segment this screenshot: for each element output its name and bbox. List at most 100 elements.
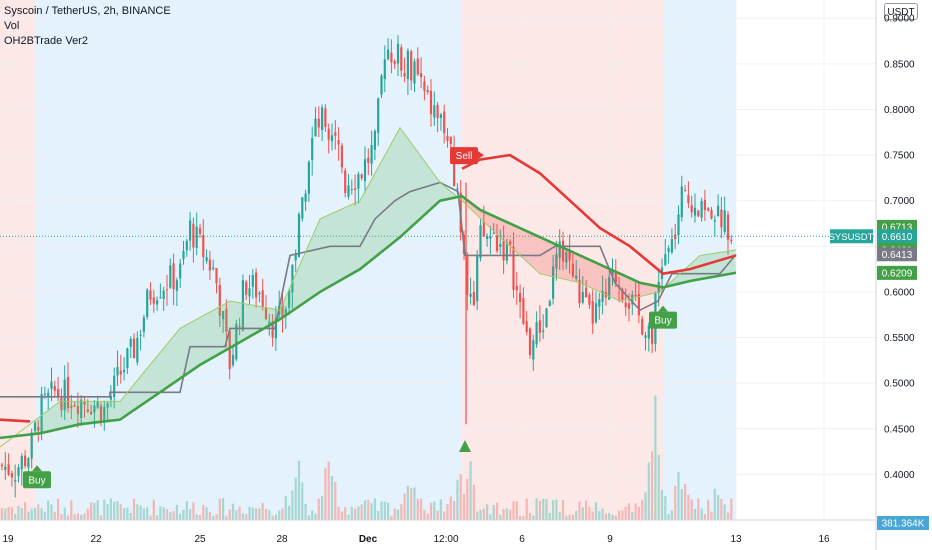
buy-signal-label [649,311,677,329]
y-tick-label: 0.8000 [884,105,915,116]
candle-body [76,406,79,414]
volume-bar [334,481,337,520]
candle-body [357,174,360,189]
volume-bar [538,500,541,520]
volume-bar [492,505,495,520]
candle-body [73,405,76,407]
volume-bar [354,508,357,520]
volume-bar [99,515,103,520]
candle-body [370,145,373,164]
candle-body [159,297,162,299]
volume-bar [400,504,403,520]
candle-body [723,210,726,232]
candle-body [205,257,208,262]
candle-body [436,104,439,119]
candle-body [291,264,294,293]
volume-bar [20,507,23,520]
volume-bar [90,502,93,520]
candle-body [271,321,274,338]
candle-body [169,265,172,288]
volume-bar [370,503,373,520]
candle-body [608,277,611,300]
x-tick-label: 19 [2,534,14,545]
candle-body [238,326,241,328]
candle-body [129,338,132,347]
volume-bar [281,508,284,520]
candle-body [680,186,683,218]
volume-bar [459,474,462,520]
x-tick-label: 22 [90,534,102,545]
candle-body [429,90,433,115]
volume-bar [142,508,145,520]
triangle-up-icon [459,440,471,452]
indicator-lines [0,126,737,448]
volume-bar [27,511,30,520]
candle-body [690,205,693,213]
candle-body [119,370,122,375]
candle-body [103,406,106,422]
volume-bar [535,498,538,520]
candle-body [522,298,525,324]
candle-body [631,294,634,305]
volume-bar [360,504,363,520]
volume-bar [17,506,20,520]
volume-bar [327,461,330,520]
candle-body [334,132,337,136]
volume-bar [162,507,165,520]
x-tick-label: 28 [276,534,288,545]
volume-bar [614,515,617,520]
volume-bar [519,515,522,520]
candle-body [403,73,406,77]
volume-bar [129,512,132,520]
volume-bar [126,507,129,520]
candle-body [47,392,50,398]
candle-body [637,293,640,316]
candle-body [330,135,334,142]
volume-bar [30,508,33,520]
currency-selector[interactable]: USDT [884,3,918,20]
candle-body [14,479,17,482]
volume-bar [552,500,555,520]
volume-bar [251,507,254,520]
volume-bar [730,498,733,520]
volume-bar [393,508,396,520]
candle-body [545,308,548,328]
candle-body [581,291,584,303]
volume-bar [222,498,225,520]
volume-bar [53,512,56,520]
x-tick-label: 16 [818,534,830,545]
candle-body [535,322,538,345]
candle-body [165,289,169,291]
zone-sell [0,0,35,520]
volume-bar [703,513,706,520]
volume-bar [228,509,231,520]
volume-bar [578,501,581,520]
candle-body [215,268,218,284]
candle-body [136,337,139,363]
candle-body [245,281,248,295]
volume-bar [657,454,660,520]
volume-bar [406,485,409,520]
candle-body [80,399,83,419]
candle-body [304,193,307,202]
candle-body [433,105,436,118]
volume-bar [288,505,291,520]
candle-body [235,323,238,360]
volume-bar [271,515,274,520]
candle-body [20,456,23,470]
volume-bar [363,500,367,520]
volume-bar [641,500,644,520]
volume-bar [429,502,433,520]
candle-body [482,221,485,237]
volume-bar [453,501,456,520]
volume-bar [588,506,591,520]
candle-body [644,335,647,339]
price-label-text: 0.6209 [882,268,913,279]
candle-body [301,197,304,219]
volume-bar [373,498,376,520]
candle-body [585,287,588,298]
volume-bar [618,510,621,520]
candle-body [634,295,637,297]
candle-body [449,136,452,144]
